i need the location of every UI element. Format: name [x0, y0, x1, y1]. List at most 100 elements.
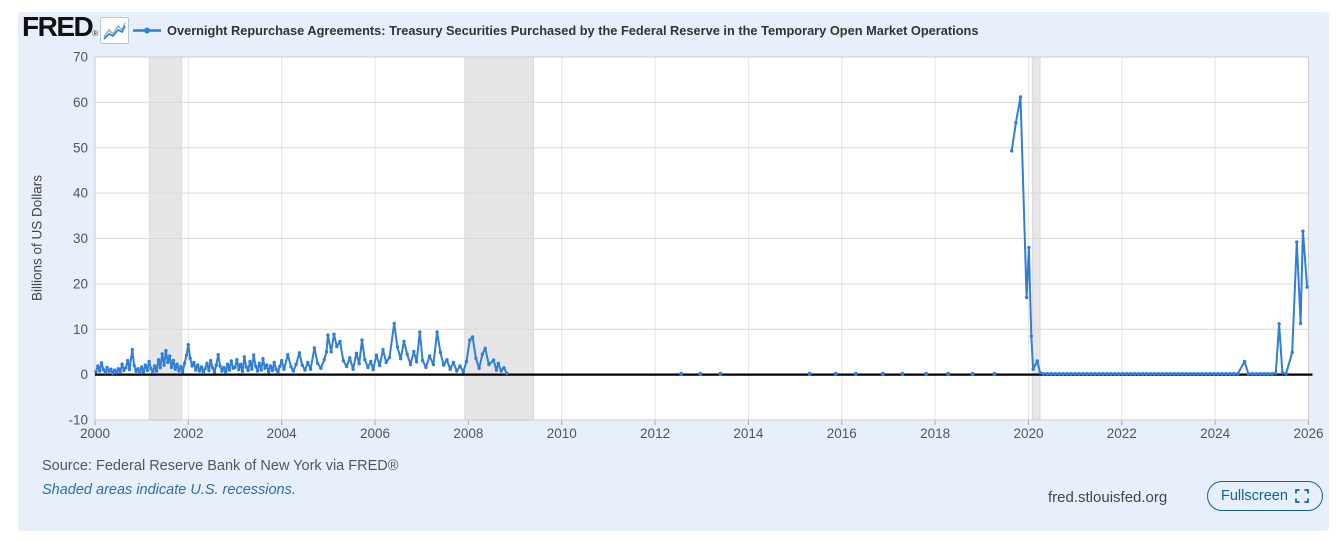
- y-tick-label: 30: [73, 231, 88, 246]
- data-point: [1136, 372, 1141, 376]
- data-point: [1258, 372, 1262, 376]
- data-point: [1176, 372, 1181, 376]
- data-point: [1129, 372, 1133, 376]
- site-link[interactable]: fred.stlouisfed.org: [1048, 489, 1168, 506]
- data-point: [1018, 95, 1023, 99]
- y-tick-label: 0: [80, 367, 88, 382]
- data-point: [1254, 372, 1258, 376]
- data-point: [205, 361, 209, 365]
- data-point: [341, 358, 345, 363]
- data-point: [145, 368, 149, 373]
- fullscreen-icon: [1295, 489, 1309, 503]
- x-tick-label: 2026: [1293, 426, 1323, 441]
- data-point: [491, 358, 496, 362]
- source-text: Source: Federal Reserve Bank of New York…: [42, 458, 399, 474]
- data-point: [1305, 285, 1309, 289]
- data-point: [169, 365, 174, 370]
- data-point: [132, 363, 136, 368]
- data-point: [445, 358, 449, 362]
- data-point: [1180, 372, 1184, 376]
- data-point: [487, 362, 491, 367]
- data-point: [698, 371, 703, 376]
- data-point: [1152, 372, 1157, 376]
- data-point: [300, 363, 304, 367]
- data-point: [402, 339, 406, 344]
- fullscreen-button[interactable]: Fullscreen: [1207, 481, 1323, 511]
- data-point: [182, 361, 187, 365]
- data-point: [378, 363, 382, 368]
- data-point: [880, 371, 885, 376]
- data-point: [107, 369, 111, 374]
- x-tick-label: 2002: [173, 426, 203, 441]
- data-point: [168, 354, 172, 358]
- data-point: [395, 345, 400, 349]
- data-point: [1057, 372, 1062, 376]
- data-point: [122, 368, 126, 373]
- data-point: [140, 365, 144, 369]
- data-point: [326, 333, 330, 337]
- data-point: [900, 371, 905, 376]
- data-point: [306, 360, 310, 365]
- data-point: [308, 367, 313, 371]
- data-point: [315, 361, 320, 365]
- y-tick-label: 40: [73, 186, 88, 201]
- y-tick-label: 10: [73, 322, 88, 337]
- data-point: [1132, 372, 1137, 376]
- data-point: [322, 358, 326, 362]
- data-point: [1290, 350, 1294, 355]
- data-point: [266, 370, 271, 374]
- data-point: [214, 363, 218, 367]
- fred-logo-text: FRED: [22, 11, 94, 42]
- fred-logo[interactable]: FRED®: [22, 11, 98, 48]
- data-point: [420, 358, 425, 363]
- data-point: [338, 339, 342, 344]
- data-point: [263, 366, 267, 370]
- legend-line-marker: [133, 27, 161, 34]
- data-point: [357, 362, 361, 366]
- y-axis-label: Billions of US Dollars: [29, 174, 45, 302]
- data-point: [502, 366, 506, 370]
- data-series: [94, 95, 1309, 376]
- data-point: [1109, 372, 1113, 376]
- data-point: [143, 363, 148, 367]
- data-point: [1298, 321, 1303, 326]
- data-point: [1156, 372, 1161, 376]
- data-point: [1038, 371, 1042, 375]
- data-point: [374, 353, 379, 357]
- data-point: [237, 367, 241, 372]
- data-point: [483, 346, 487, 350]
- data-point: [250, 367, 254, 371]
- data-point: [297, 351, 302, 355]
- data-point: [499, 369, 503, 373]
- data-point: [1168, 372, 1173, 376]
- data-point: [1010, 149, 1014, 153]
- data-point: [351, 367, 355, 371]
- data-point: [268, 364, 273, 368]
- data-point: [149, 367, 153, 371]
- data-point: [246, 368, 250, 373]
- data-point: [233, 365, 237, 370]
- data-point: [280, 358, 284, 363]
- data-point: [257, 361, 261, 365]
- data-point: [494, 368, 499, 372]
- data-point: [255, 369, 260, 373]
- data-point: [1093, 372, 1097, 376]
- data-point: [1031, 367, 1035, 371]
- data-point: [366, 365, 370, 370]
- y-tick-label: 20: [73, 276, 88, 291]
- data-point: [253, 364, 258, 368]
- registered-mark: ®: [92, 29, 98, 38]
- data-point: [1081, 372, 1085, 376]
- data-point: [112, 368, 117, 372]
- data-point: [332, 332, 336, 336]
- data-point: [1242, 359, 1247, 364]
- data-point: [371, 367, 375, 372]
- data-point: [1164, 372, 1169, 376]
- data-point: [274, 367, 278, 371]
- data-point: [99, 361, 104, 365]
- data-point: [94, 370, 98, 374]
- x-tick-label: 2016: [827, 426, 857, 441]
- data-point: [1277, 322, 1281, 326]
- data-point: [431, 362, 436, 367]
